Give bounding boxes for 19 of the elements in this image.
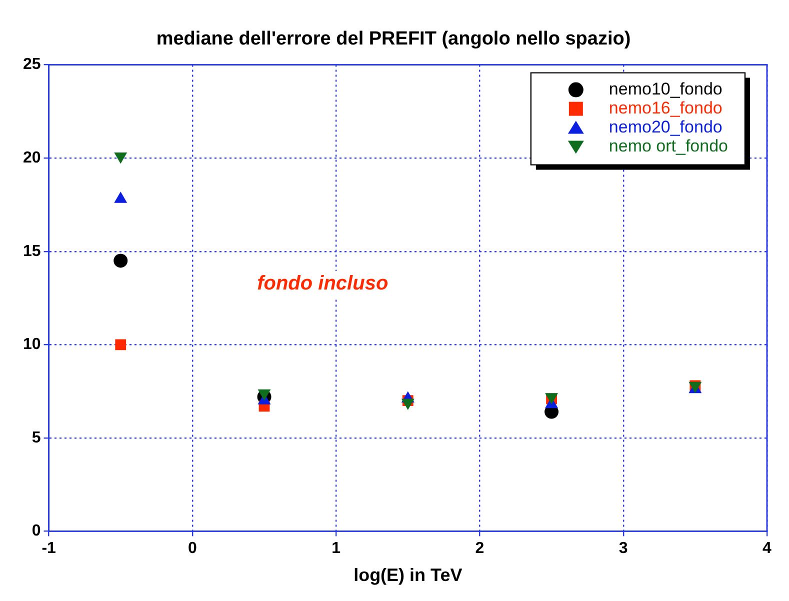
legend-label: nemo20_fondo (608, 117, 722, 136)
annotation: fondo incluso (257, 272, 388, 295)
legend-label: nemo10_fondo (608, 79, 722, 98)
x-tick-label: 0 (188, 540, 197, 558)
legend-label: nemo16_fondo (608, 98, 722, 118)
x-tick-label: 3 (618, 540, 628, 558)
x-tick-label: -1 (42, 540, 56, 558)
x-tick-label: 4 (762, 540, 772, 558)
chart-title: mediane dell'errore del PREFIT (angolo nello spazio) (156, 28, 631, 50)
y-tick-label: 20 (23, 149, 41, 166)
y-tick-label: 0 (32, 522, 41, 540)
y-tick-label: 15 (23, 242, 41, 260)
x-tick-label: 2 (475, 540, 484, 558)
x-tick-label: 1 (332, 540, 341, 558)
y-tick-label: 5 (32, 429, 41, 446)
legend-label: nemo ort_fondo (608, 136, 728, 156)
y-tick-label: 10 (23, 336, 41, 354)
x-axis-title: log(E) in TeV (354, 565, 462, 586)
y-tick-label: 25 (23, 56, 41, 74)
